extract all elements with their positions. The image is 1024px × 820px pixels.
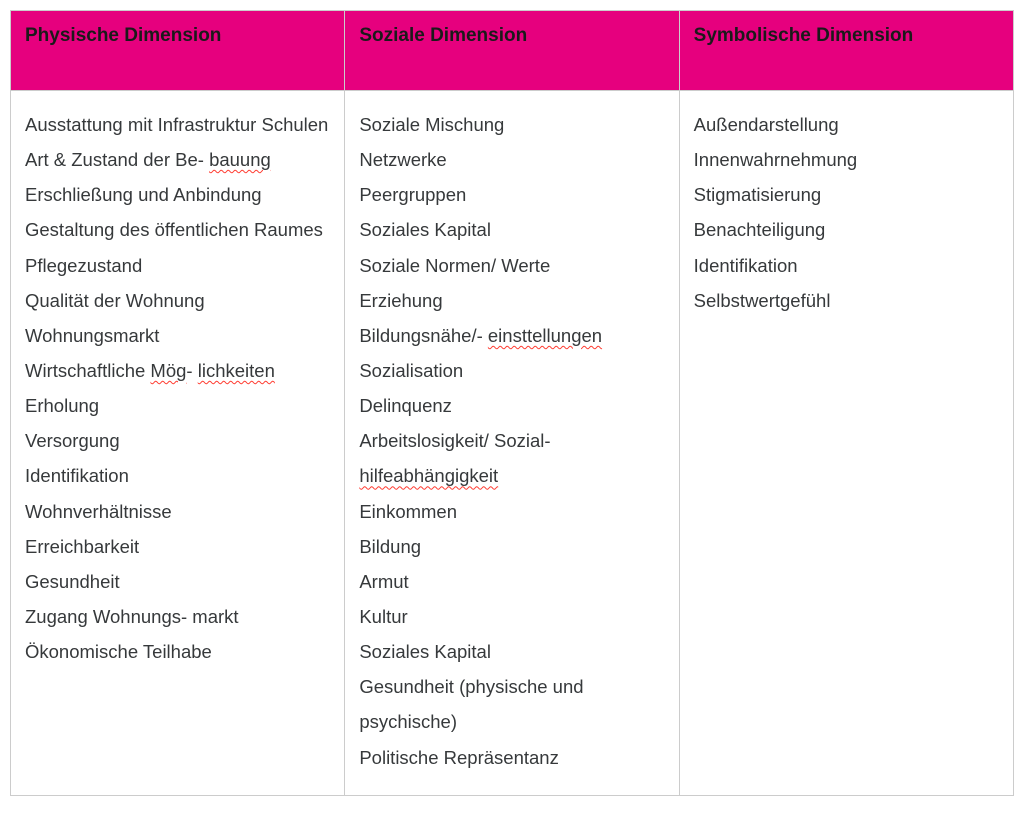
column-soziale: Soziale Dimension Soziale MischungNetzwe… bbox=[345, 11, 679, 795]
body-symbolische: AußendarstellungInnenwahrnehmungStigmati… bbox=[680, 91, 1013, 795]
column-symbolische: Symbolische Dimension AußendarstellungIn… bbox=[680, 11, 1013, 795]
header-physische: Physische Dimension bbox=[11, 11, 344, 91]
column-physische: Physische Dimension Ausstattung mit Infr… bbox=[11, 11, 345, 795]
header-soziale: Soziale Dimension bbox=[345, 11, 678, 91]
header-symbolische: Symbolische Dimension bbox=[680, 11, 1013, 91]
body-soziale: Soziale MischungNetzwerkePeergruppenSozi… bbox=[345, 91, 678, 795]
dimensions-table: Physische Dimension Ausstattung mit Infr… bbox=[10, 10, 1014, 796]
body-physische: Ausstattung mit Infrastruktur SchulenArt… bbox=[11, 91, 344, 795]
